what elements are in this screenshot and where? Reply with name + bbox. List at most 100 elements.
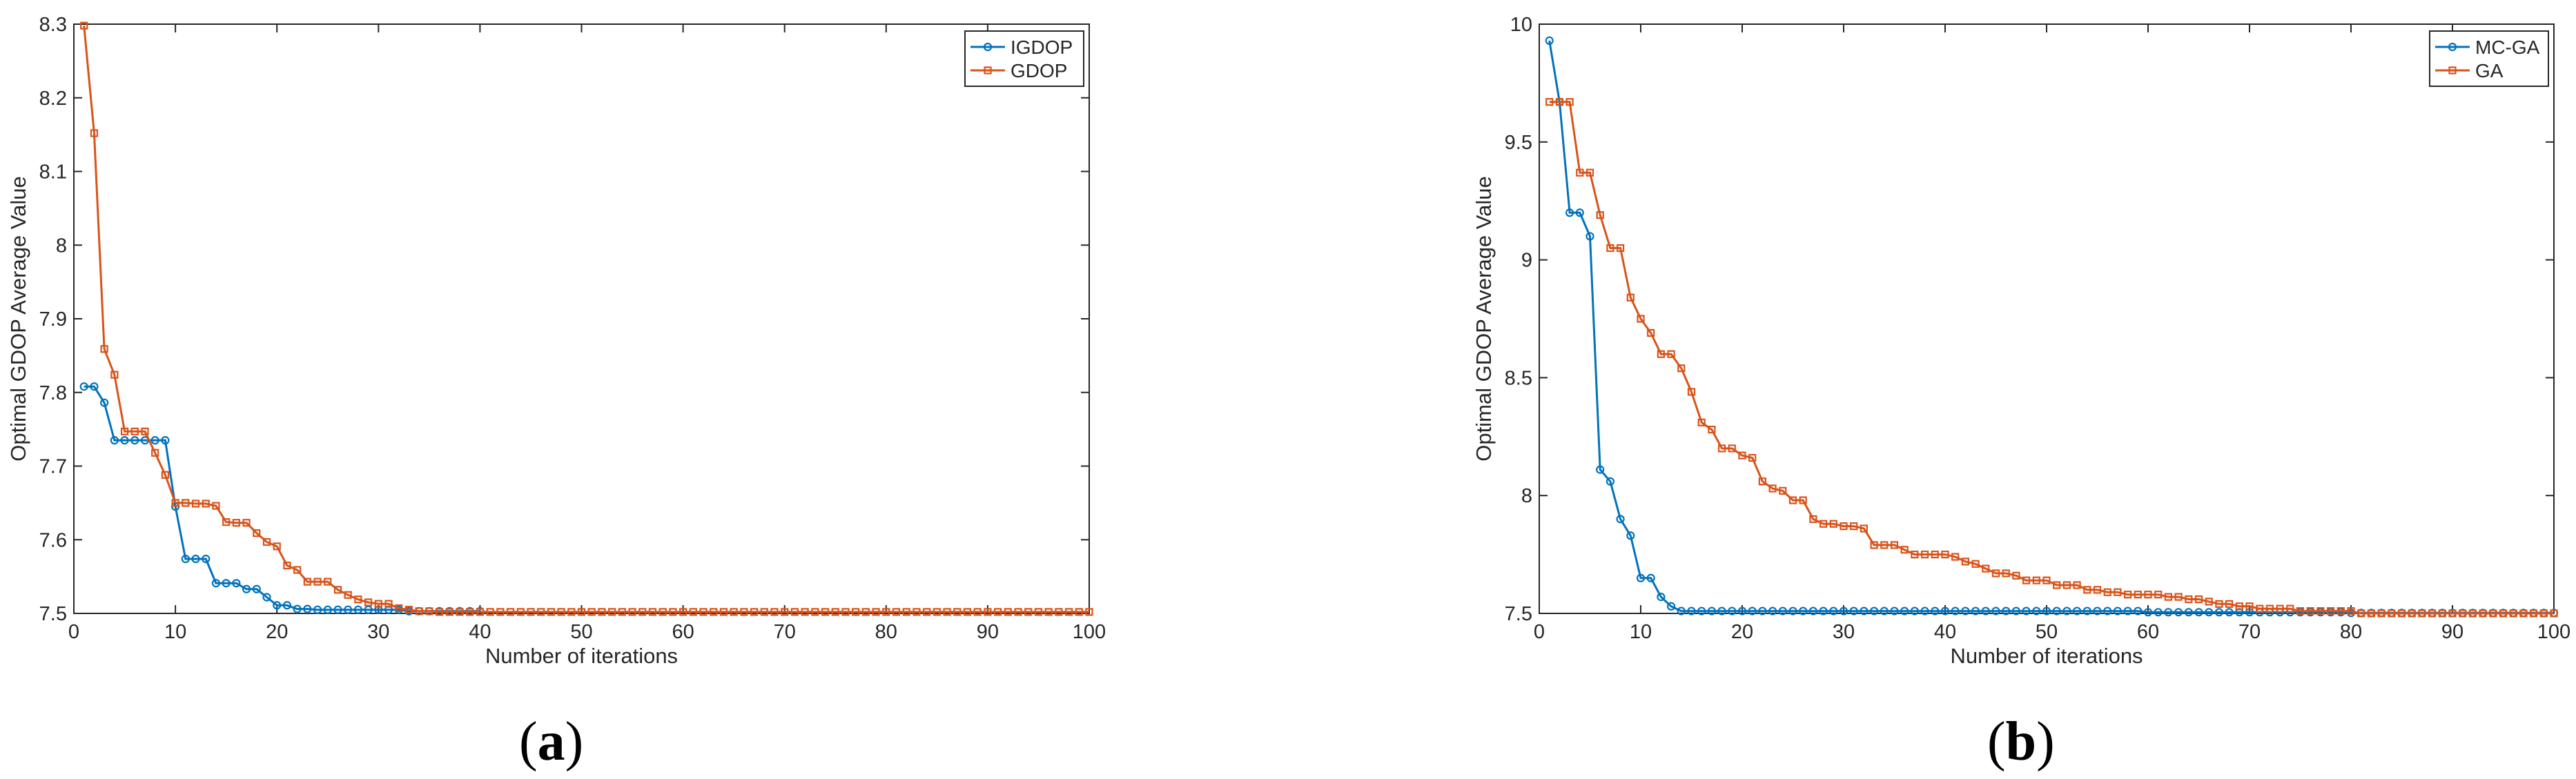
data-point	[2083, 586, 2091, 594]
data-point	[1991, 607, 2000, 615]
legend-label: MC-GA	[2475, 37, 2540, 58]
data-point	[2327, 607, 2335, 615]
y-tick-label: 8.3	[39, 14, 67, 36]
data-point	[1596, 211, 1604, 219]
y-tick-label: 7.9	[39, 308, 67, 331]
data-point	[333, 605, 342, 614]
data-point	[2215, 600, 2223, 608]
y-tick-label: 8	[1521, 485, 1532, 507]
data-point	[2174, 608, 2183, 617]
y-tick-label: 8.1	[39, 161, 67, 184]
data-point	[2032, 576, 2040, 584]
data-point	[1799, 496, 1807, 504]
data-point	[1778, 607, 1787, 615]
data-point	[2194, 608, 2203, 617]
x-tick-label: 50	[570, 621, 592, 643]
data-point	[2123, 607, 2132, 615]
data-point	[1064, 608, 1073, 616]
data-point	[1636, 573, 1646, 582]
data-point	[811, 608, 819, 616]
data-point	[1024, 608, 1033, 616]
data-point	[202, 500, 210, 508]
data-point	[2144, 591, 2152, 599]
data-point	[1951, 607, 1960, 615]
data-point	[2367, 609, 2375, 618]
data-point	[1839, 607, 1848, 615]
data-point	[527, 608, 535, 616]
data-point	[232, 579, 241, 588]
data-point	[456, 608, 464, 616]
data-point	[598, 608, 606, 616]
data-point	[324, 578, 332, 586]
x-tick-label: 0	[1534, 621, 1545, 643]
panel-caption-b: (b)	[1987, 711, 2055, 772]
x-tick-label: 10	[164, 621, 186, 643]
legend-label: GA	[2475, 60, 2504, 81]
data-point	[2143, 608, 2153, 617]
data-point	[2377, 609, 2385, 618]
data-point	[1585, 232, 1594, 241]
y-tick-label: 8.5	[1505, 367, 1532, 389]
data-point	[2134, 607, 2143, 615]
data-point	[2418, 609, 2426, 618]
data-point	[628, 608, 636, 616]
data-point	[547, 608, 555, 616]
series-line	[83, 25, 1089, 613]
data-point	[90, 129, 99, 137]
data-point	[882, 608, 890, 616]
x-tick-label: 80	[2340, 621, 2362, 643]
data-point	[282, 601, 292, 610]
data-point	[1921, 550, 1929, 559]
x-tick-label: 60	[2137, 621, 2159, 643]
data-point	[496, 608, 505, 616]
data-point	[2113, 607, 2122, 615]
data-point	[2256, 604, 2264, 613]
data-point	[1779, 486, 1787, 495]
data-point	[1677, 364, 1686, 373]
data-point	[2336, 607, 2345, 615]
data-point	[831, 608, 839, 616]
data-point	[222, 579, 231, 588]
data-point	[2194, 595, 2203, 604]
data-point	[273, 542, 281, 551]
data-point	[943, 608, 951, 616]
x-tick-label: 30	[367, 621, 389, 643]
data-point	[222, 518, 231, 526]
data-point	[2357, 609, 2365, 618]
data-point	[486, 608, 494, 616]
chart-a: 0 10 20 30 40 50 60 70 80 90 100 7.5 7.6 7.7 7.8 7.9 8 8.…	[6, 14, 1106, 668]
data-point	[1718, 444, 1726, 453]
data-point	[2225, 600, 2234, 608]
data-point	[577, 608, 586, 616]
data-point	[2012, 571, 2020, 580]
data-point	[2539, 609, 2548, 618]
data-point	[1890, 541, 1899, 549]
data-point	[1687, 388, 1696, 396]
data-point	[2459, 609, 2467, 618]
data-point	[1870, 607, 1879, 615]
data-point	[1971, 560, 1980, 568]
data-point	[1961, 558, 1969, 566]
data-point	[923, 608, 931, 616]
data-point	[374, 600, 382, 608]
data-point	[1034, 608, 1043, 616]
data-point	[2053, 581, 2061, 589]
legend-label: GDOP	[1011, 60, 1067, 81]
data-point	[1738, 451, 1746, 460]
data-point	[1931, 550, 1939, 559]
data-point	[1880, 541, 1889, 549]
data-point	[1085, 608, 1093, 616]
data-point	[1717, 607, 1726, 615]
data-point	[1687, 607, 1696, 615]
legend-label: IGDOP	[1011, 37, 1073, 58]
data-point	[1667, 602, 1676, 611]
data-point	[344, 591, 352, 599]
data-point	[2265, 604, 2274, 613]
data-point	[2154, 608, 2163, 617]
data-point	[161, 471, 169, 479]
x-tick-label: 20	[266, 621, 288, 643]
data-point	[202, 554, 211, 564]
data-point	[1657, 592, 1666, 602]
data-point	[1708, 425, 1716, 434]
data-point	[2530, 609, 2538, 618]
